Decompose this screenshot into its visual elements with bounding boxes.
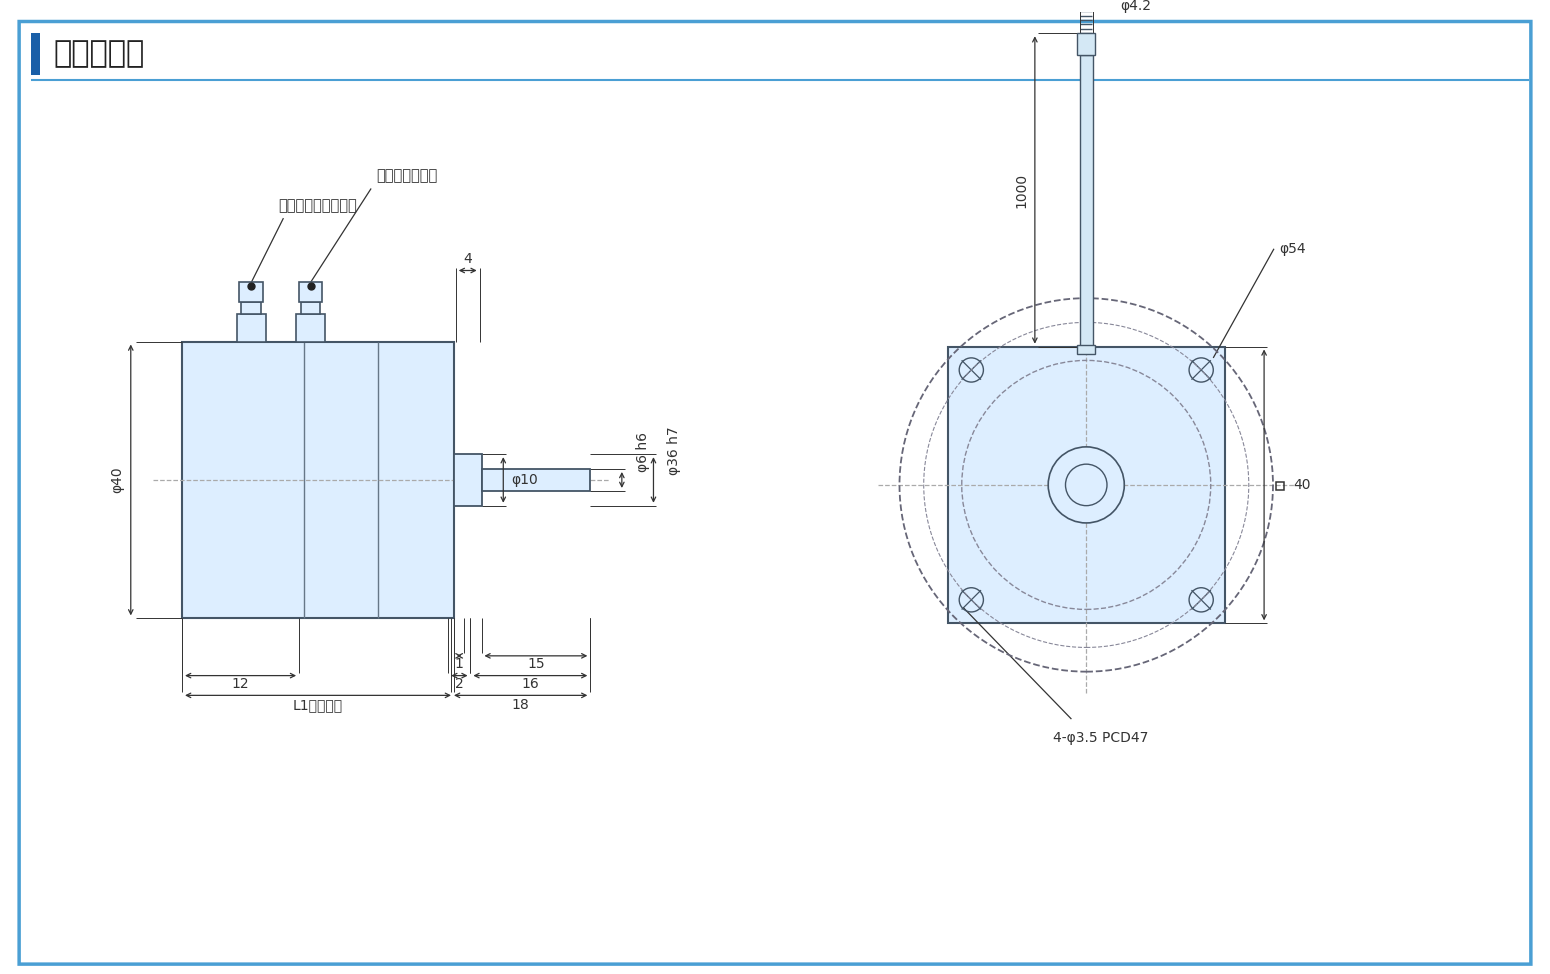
Bar: [242, 302, 262, 314]
Bar: [482, 469, 591, 491]
FancyBboxPatch shape: [19, 21, 1531, 964]
Bar: [237, 314, 267, 342]
Text: 1: 1: [454, 656, 463, 671]
Text: φ40: φ40: [110, 467, 124, 493]
Text: φ6 h6: φ6 h6: [636, 432, 649, 472]
Bar: [183, 342, 454, 618]
Text: φ10: φ10: [512, 473, 538, 487]
Text: 4: 4: [463, 251, 473, 266]
Bar: [454, 454, 482, 506]
Text: 40: 40: [1293, 478, 1310, 492]
Bar: [299, 282, 322, 302]
Text: 1000: 1000: [1014, 172, 1028, 207]
Bar: [1080, 56, 1093, 347]
Bar: [31, 33, 40, 75]
Text: エンコーダリード線: エンコーダリード線: [279, 198, 356, 213]
Text: 4-φ3.5 PCD47: 4-φ3.5 PCD47: [1054, 730, 1149, 745]
Text: 15: 15: [527, 656, 544, 671]
Text: L1（胴長）: L1（胴長）: [293, 698, 343, 712]
Text: モータリード線: モータリード線: [377, 169, 437, 183]
Bar: [239, 282, 264, 302]
Bar: [296, 314, 326, 342]
Text: φ36 h7: φ36 h7: [668, 426, 682, 474]
Bar: [1276, 482, 1283, 490]
Circle shape: [1048, 447, 1124, 523]
Text: 18: 18: [512, 698, 530, 712]
Bar: [1077, 33, 1096, 56]
Text: 12: 12: [232, 677, 250, 691]
Text: φ4.2: φ4.2: [1121, 0, 1152, 13]
Bar: [1077, 345, 1096, 355]
Bar: [301, 302, 321, 314]
Text: 外形寸法図: 外形寸法図: [54, 40, 146, 68]
Text: 16: 16: [521, 677, 539, 691]
Text: 2: 2: [456, 677, 463, 691]
Text: φ54: φ54: [1279, 242, 1305, 256]
Bar: [949, 347, 1224, 623]
